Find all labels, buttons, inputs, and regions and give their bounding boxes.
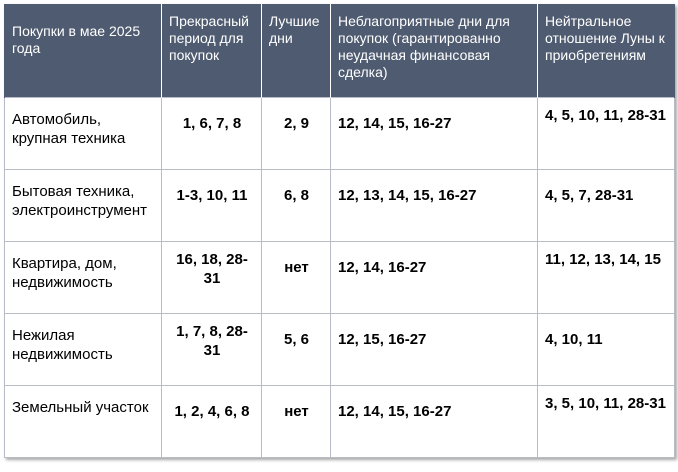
cell-excellent: 1, 2, 4, 6, 8 bbox=[161, 385, 262, 458]
header-best-days: Лучшие дни bbox=[261, 4, 331, 97]
cell-neutral: 4, 5, 10, 11, 28-31 bbox=[537, 96, 675, 170]
cell-unfavorable: 12, 14, 16-27 bbox=[330, 241, 538, 314]
header-neutral: Нейтральное отношение Луны к приобретени… bbox=[537, 4, 675, 97]
cell-excellent: 1-3, 10, 11 bbox=[161, 169, 262, 242]
cell-category: Квартира, дом, недвижимость bbox=[4, 241, 162, 314]
cell-unfavorable: 12, 14, 15, 16-27 bbox=[330, 385, 538, 458]
table-row: Автомобиль, крупная техника 1, 6, 7, 8 2… bbox=[4, 96, 675, 170]
table-row: Нежилая недвижимость 1, 7, 8, 28-31 5, 6… bbox=[4, 313, 675, 386]
cell-unfavorable: 12, 15, 16-27 bbox=[330, 313, 538, 386]
cell-category: Земельный участок bbox=[4, 385, 162, 458]
header-excellent-period: Прекрасный период для покупок bbox=[161, 4, 262, 97]
cell-neutral: 3, 5, 10, 11, 28-31 bbox=[537, 385, 675, 458]
table-body: Автомобиль, крупная техника 1, 6, 7, 8 2… bbox=[4, 96, 675, 458]
shopping-calendar-table: Покупки в мае 2025 года Прекрасный перио… bbox=[4, 4, 675, 458]
cell-best: нет bbox=[261, 241, 331, 314]
cell-excellent: 1, 6, 7, 8 bbox=[161, 96, 262, 170]
cell-category: Нежилая недвижимость bbox=[4, 313, 162, 386]
cell-best: 5, 6 bbox=[261, 313, 331, 386]
cell-neutral: 4, 5, 7, 28-31 bbox=[537, 169, 675, 242]
table-row: Земельный участок 1, 2, 4, 6, 8 нет 12, … bbox=[4, 385, 675, 458]
cell-category: Автомобиль, крупная техника bbox=[4, 96, 162, 170]
cell-unfavorable: 12, 13, 14, 15, 16-27 bbox=[330, 169, 538, 242]
cell-best: 2, 9 bbox=[261, 96, 331, 170]
cell-category: Бытовая техника, электроинструмент bbox=[4, 169, 162, 242]
cell-excellent: 16, 18, 28-31 bbox=[161, 241, 262, 314]
cell-unfavorable: 12, 14, 15, 16-27 bbox=[330, 96, 538, 170]
cell-best: нет bbox=[261, 385, 331, 458]
cell-neutral: 4, 10, 11 bbox=[537, 313, 675, 386]
cell-best: 6, 8 bbox=[261, 169, 331, 242]
table-header: Покупки в мае 2025 года Прекрасный перио… bbox=[4, 4, 675, 97]
cell-neutral: 11, 12, 13, 14, 15 bbox=[537, 241, 675, 314]
cell-excellent: 1, 7, 8, 28-31 bbox=[161, 313, 262, 386]
header-row: Покупки в мае 2025 года Прекрасный перио… bbox=[4, 4, 675, 97]
header-category: Покупки в мае 2025 года bbox=[4, 4, 162, 97]
header-unfavorable-days: Неблагоприятные дни для покупок (гаранти… bbox=[330, 4, 538, 97]
table-row: Бытовая техника, электроинструмент 1-3, … bbox=[4, 169, 675, 242]
table-row: Квартира, дом, недвижимость 16, 18, 28-3… bbox=[4, 241, 675, 314]
